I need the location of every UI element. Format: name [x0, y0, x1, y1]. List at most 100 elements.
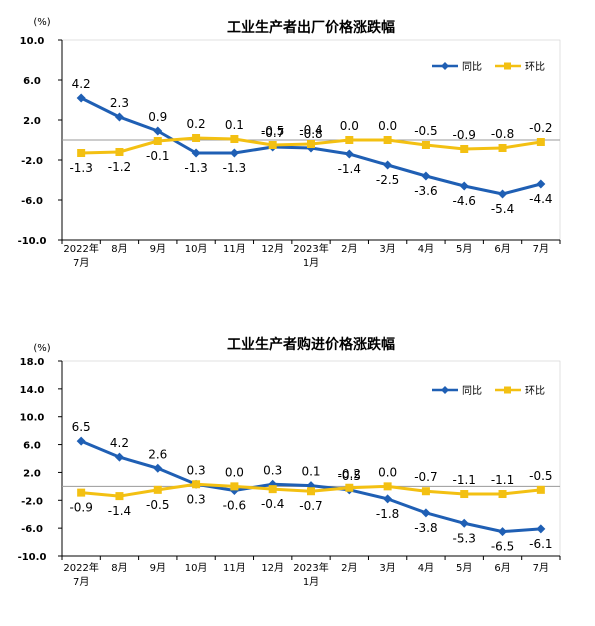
y-tick-label: 6.0 [23, 441, 41, 452]
x-tick-label: 2022年 [63, 242, 98, 255]
x-tick-label: 11月 [223, 562, 246, 574]
data-label-yoy: -1.4 [338, 162, 361, 176]
x-tick-label: 5月 [456, 243, 472, 255]
y-tick-label: 18.0 [20, 357, 45, 368]
data-point-yoy [498, 189, 508, 199]
data-label-yoy: 2.3 [110, 96, 129, 110]
data-point-yoy [114, 452, 124, 462]
data-label-yoy: -1.8 [376, 507, 399, 521]
data-point-yoy [536, 179, 546, 189]
x-tick-label: 3月 [379, 243, 395, 255]
data-label-mom: -0.5 [414, 124, 437, 138]
data-label-yoy: -6.1 [529, 537, 552, 551]
y-tick-label: -10.0 [18, 236, 47, 247]
data-label-yoy: 6.5 [72, 420, 91, 434]
data-point-mom [268, 141, 277, 149]
data-label-mom: -0.7 [414, 470, 437, 484]
data-label-yoy: -4.6 [453, 194, 476, 208]
data-label-mom: 0.0 [340, 119, 359, 133]
legend-label-yoy: 同比 [462, 61, 482, 73]
x-tick-label: 2023年 [293, 242, 328, 255]
y-tick-label: 6.0 [23, 76, 41, 87]
data-point-yoy [383, 494, 393, 504]
x-tick-label: 1月 [303, 257, 319, 269]
data-label-mom: -0.5 [261, 124, 284, 138]
y-tick-label: -6.0 [21, 196, 43, 207]
x-tick-label: 2月 [341, 243, 357, 255]
y-tick-label: -2.0 [21, 156, 43, 167]
data-label-mom: -1.2 [108, 160, 131, 174]
x-tick-label: 3月 [379, 562, 395, 574]
data-point-yoy [498, 527, 508, 537]
x-tick-label: 7月 [533, 243, 549, 255]
x-tick-label: 10月 [185, 562, 208, 574]
data-label-yoy: -0.6 [223, 499, 246, 513]
data-label-yoy: -6.5 [491, 540, 514, 554]
y-unit-label: (%) [33, 17, 50, 28]
data-label-mom: 0.1 [225, 118, 244, 132]
data-point-yoy [459, 181, 469, 191]
x-tick-label: 7月 [73, 576, 89, 588]
data-label-yoy: -4.4 [529, 192, 552, 206]
data-point-mom [77, 149, 86, 157]
chart-title: 工业生产者购进价格涨跌幅 [227, 336, 395, 353]
x-tick-label: 8月 [111, 243, 127, 255]
data-point-mom [230, 135, 239, 143]
legend-marker-yoy [441, 386, 449, 394]
data-label-yoy: 0.1 [301, 465, 320, 479]
data-point-mom [536, 485, 545, 494]
data-point-mom [153, 137, 162, 145]
data-label-mom: -0.4 [261, 497, 284, 511]
data-label-yoy: -1.3 [184, 161, 207, 175]
y-tick-label: -6.0 [21, 524, 43, 535]
x-tick-label: 5月 [456, 562, 472, 574]
data-label-yoy: 4.2 [72, 77, 91, 91]
x-tick-label: 2022年 [63, 561, 98, 574]
data-label-yoy: -3.6 [414, 184, 437, 198]
data-point-mom [421, 141, 430, 149]
x-tick-label: 10月 [185, 243, 208, 255]
x-tick-label: 9月 [150, 562, 166, 574]
x-tick-label: 4月 [418, 562, 434, 574]
data-point-mom [307, 140, 315, 148]
legend-marker-mom [504, 386, 511, 394]
data-label-yoy: -5.3 [453, 531, 476, 545]
chart-2: 工业生产者购进价格涨跌幅 (%) 18.0 14.0 10.0 6.0 2.0 -2.0 -6.… [18, 336, 561, 588]
legend-label-mom: 环比 [525, 61, 545, 73]
data-label-mom: -0.2 [338, 467, 361, 481]
data-label-yoy: -0.5 [338, 469, 361, 483]
x-tick-label: 6月 [494, 562, 510, 574]
legend-label-mom: 环比 [525, 385, 545, 397]
chart-1: 工业生产者出厂价格涨跌幅 (%) 10.0 6.0 2.0 -2.0 -6.0 -10.0 20… [18, 17, 561, 269]
legend-marker-mom [504, 62, 511, 70]
data-point-mom [383, 482, 392, 491]
data-point-yoy [76, 436, 86, 446]
data-label-mom: -1.1 [491, 473, 514, 487]
data-label-mom: -0.5 [529, 469, 552, 483]
data-point-yoy [383, 160, 393, 170]
data-label-mom: -0.2 [529, 121, 552, 135]
data-label-yoy: -0.8 [299, 127, 322, 141]
x-tick-label: 4月 [418, 243, 434, 255]
data-point-mom [77, 488, 86, 497]
x-tick-label: 12月 [261, 243, 284, 255]
data-point-yoy [536, 524, 546, 534]
data-label-mom: 0.0 [225, 465, 244, 479]
data-label-mom: 0.3 [187, 492, 206, 506]
x-tick-label: 2月 [341, 562, 357, 574]
data-label-yoy: -3.8 [414, 521, 437, 535]
data-label-yoy: -1.3 [223, 161, 246, 175]
data-point-yoy [153, 126, 163, 136]
data-point-mom [307, 487, 315, 496]
y-tick-label: 10.0 [20, 36, 45, 47]
x-tick-label: 8月 [111, 562, 127, 574]
data-point-mom [421, 487, 430, 496]
data-point-mom [536, 138, 545, 146]
x-tick-label: 2023年 [293, 561, 328, 574]
data-label-yoy: 4.2 [110, 436, 129, 450]
y-tick-label: 2.0 [23, 116, 41, 127]
data-label-mom: -0.4 [299, 123, 322, 137]
x-tick-label: 6月 [494, 243, 510, 255]
x-tick-label: 7月 [533, 562, 549, 574]
